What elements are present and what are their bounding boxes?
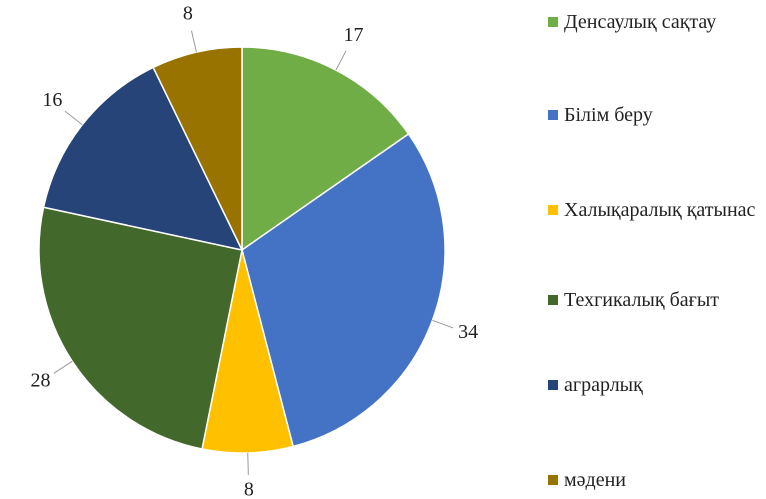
pie-slice [241,132,446,448]
leader-line [247,452,249,475]
pie-slice [152,46,243,251]
legend-swatch [548,380,558,390]
legend-item: Білім беру [548,103,763,127]
pie-slice [241,46,410,252]
leader-line [432,319,454,329]
leader-line [53,360,73,374]
leader-line [335,50,347,71]
legend-label: аграрлық [564,374,643,396]
legend-item: Техгикалық бағыт [548,288,763,312]
legend-label: Техгикалық бағыт [564,289,720,311]
legend-swatch [548,17,558,27]
data-label: 8 [183,3,193,25]
legend-label: Халықаралық қатынас [564,199,756,221]
data-label: 28 [30,370,50,392]
legend-item: мәдени [548,468,763,492]
legend-label: Денсаулық сақтау [564,11,717,33]
legend-item: аграрлық [548,373,763,397]
pie-slice [42,66,244,252]
legend-swatch [548,295,558,305]
legend-item: Денсаулық сақтау [548,10,763,34]
data-label: 16 [42,89,62,111]
legend-label: Білім беру [564,104,653,126]
pie-area: 17 34 8 28 16 8 [30,3,478,499]
legend-swatch [548,110,558,120]
leader-line [191,30,197,53]
legend-item: Халықаралық қатынас [548,198,763,222]
legend-label: мәдени [564,469,626,491]
legend-swatch [548,205,558,215]
data-label: 8 [244,478,254,499]
leader-line [64,110,83,126]
pie-slice [38,206,243,450]
legend: Денсаулық сақтау Білім беру Халықаралық қа… [548,0,763,499]
data-label: 34 [458,321,478,343]
legend-swatch [548,475,558,485]
data-label: 17 [344,24,364,46]
